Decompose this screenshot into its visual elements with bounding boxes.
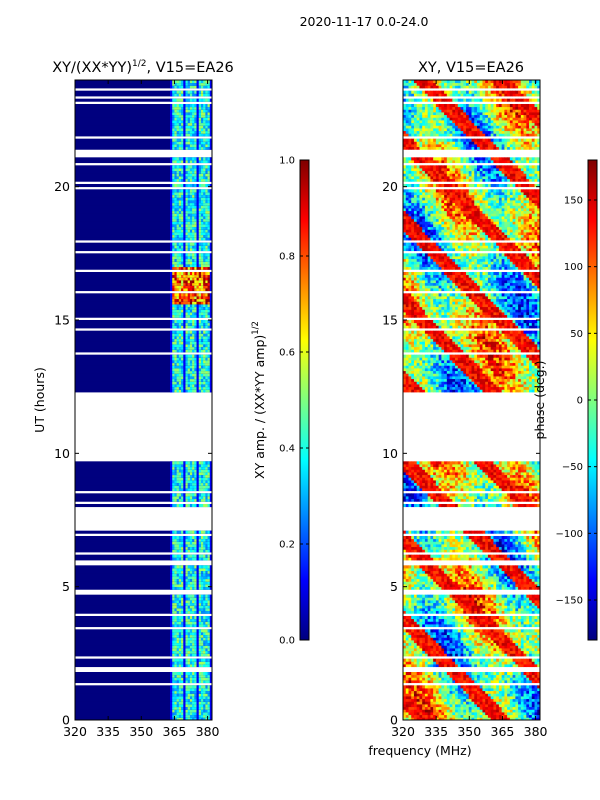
phase-ytick-label: 15 <box>382 313 398 328</box>
amp-panel-title: XY/(XX*YY)1/2, V15=EA26 <box>52 59 234 76</box>
amp-colorbar <box>299 159 310 641</box>
phase-colorbar-tick-label: −50 <box>562 462 583 473</box>
phase-ytick-label: 5 <box>390 579 398 594</box>
phase-xtick-label: 320 <box>391 724 415 739</box>
phase-axes-frame <box>402 79 541 721</box>
amp-xtick-label: 365 <box>163 724 187 739</box>
phase-colorbar-tick-label: 100 <box>564 262 583 273</box>
amp-colorbar-tick-label: 0.2 <box>279 540 295 551</box>
phase-colorbar-tick-label: 150 <box>564 196 583 207</box>
phase-heatmap <box>403 80 540 720</box>
phase-colorbar-label: phase (deg.) <box>532 361 547 440</box>
amp-colorbar-tick-label: 0.4 <box>279 444 295 455</box>
amp-xtick-label: 320 <box>63 724 87 739</box>
amp-xtick-label: 350 <box>129 724 153 739</box>
amp-axis-ticks: 320 335 350 365 380 0 5 10 15 20 <box>54 80 220 739</box>
phase-xtick-label: 335 <box>424 724 448 739</box>
amp-ytick-label: 5 <box>62 579 70 594</box>
phase-ytick-label: 10 <box>382 446 398 461</box>
amp-ytick-label: 20 <box>54 179 70 194</box>
amp-ylabel: UT (hours) <box>32 367 47 433</box>
amp-colorbar-tick-label: 1.0 <box>279 156 295 167</box>
amp-ytick-label: 10 <box>54 446 70 461</box>
amp-ytick-label: 0 <box>62 713 70 728</box>
amp-axes-frame <box>74 79 213 721</box>
phase-xtick-label: 380 <box>524 724 548 739</box>
amp-colorbar-label: XY amp. / (XX*YY amp)1/2 <box>251 321 267 479</box>
amp-xtick-label: 380 <box>196 724 220 739</box>
phase-colorbar-tick-label: 50 <box>570 329 583 340</box>
amp-xtick-label: 335 <box>96 724 120 739</box>
amp-cbar-label-sup: 1/2 <box>251 321 261 335</box>
amp-colorbar-tick-label: 0.8 <box>279 252 295 263</box>
amp-cbar-label-main: XY amp. / (XX*YY amp) <box>252 335 267 479</box>
phase-xtick-label: 350 <box>457 724 481 739</box>
shared-xlabel: frequency (MHz) <box>368 743 471 758</box>
amp-heatmap <box>75 80 212 720</box>
amp-title-tail: , V15=EA26 <box>147 60 234 76</box>
amp-colorbar-tick-label: 0.0 <box>279 636 295 647</box>
amp-title-sup: 1/2 <box>132 59 146 69</box>
phase-xtick-label: 365 <box>491 724 515 739</box>
phase-colorbar-tick-label: −150 <box>556 596 583 607</box>
amp-colorbar-ticks: 0.0 0.2 0.4 0.6 0.8 1.0 <box>279 156 309 647</box>
phase-ytick-label: 0 <box>390 713 398 728</box>
figure-suptitle: 2020-11-17 0.0-24.0 <box>300 14 429 29</box>
phase-colorbar-tick-label: 0 <box>577 396 583 407</box>
amp-ytick-label: 15 <box>54 313 70 328</box>
amp-title-main: XY/(XX*YY) <box>52 60 132 76</box>
amp-colorbar-tick-label: 0.6 <box>279 348 295 359</box>
phase-colorbar-tick-label: −100 <box>556 529 583 540</box>
phase-panel-title: XY, V15=EA26 <box>418 60 524 76</box>
phase-colorbar-ticks: −150 −100 −50 0 50 100 150 <box>556 196 597 607</box>
phase-ytick-label: 20 <box>382 179 398 194</box>
phase-axis-ticks: 320 335 350 365 380 0 5 10 15 20 <box>382 80 548 739</box>
